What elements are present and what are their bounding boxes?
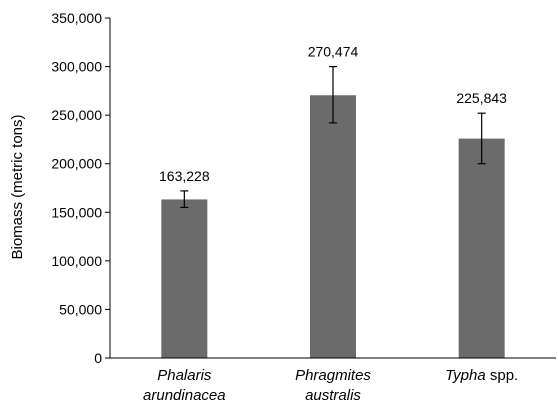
y-tick-label: 250,000	[51, 107, 102, 123]
y-tick-label: 200,000	[51, 156, 102, 172]
error-bar	[180, 190, 189, 209]
y-tick-label: 0	[94, 350, 102, 366]
category-label: Phalaris	[157, 367, 212, 384]
y-axis-title: Biomass (metric tons)	[9, 114, 26, 259]
category-label-line2: australis	[305, 387, 361, 404]
bar	[458, 138, 505, 358]
bar	[310, 95, 356, 358]
category-labels: Phalaris arundinacea Phragmites australis Ty…	[143, 367, 518, 404]
category-label: Phragmites	[295, 367, 371, 384]
category-label: Typha spp.	[445, 367, 518, 384]
data-label: 225,843	[456, 90, 507, 106]
error-bar	[329, 65, 337, 124]
y-tick-label: 300,000	[51, 59, 102, 75]
y-tick-label: 50,000	[59, 301, 102, 317]
y-axis-ticks: 0 50,000 100,000 150,000 200,000 250,000 300,0…	[51, 10, 110, 366]
category-label-line2: arundinacea	[143, 387, 226, 404]
y-tick-label: 100,000	[51, 253, 102, 269]
y-tick-label: 350,000	[51, 10, 102, 26]
data-label: 163,228	[159, 168, 210, 184]
data-label: 270,474	[308, 44, 359, 60]
error-bar	[477, 112, 486, 165]
y-tick-label: 150,000	[51, 204, 102, 220]
error-bars	[180, 65, 486, 209]
data-labels: 163,228 270,474 225,843	[159, 44, 507, 184]
bars	[161, 95, 505, 358]
bar	[161, 199, 208, 358]
